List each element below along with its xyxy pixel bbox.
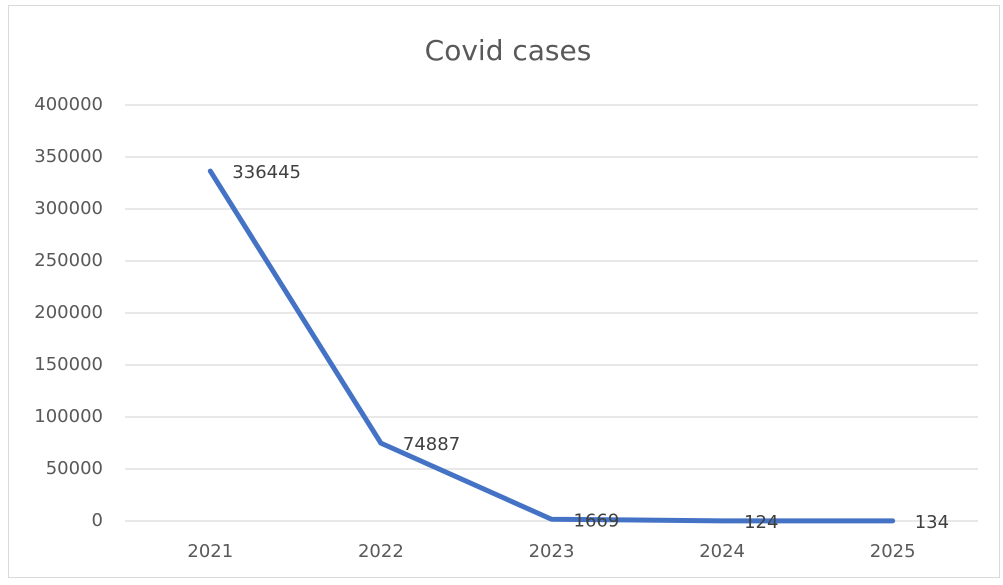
y-tick-label: 0 (92, 510, 103, 531)
y-tick-label: 50000 (46, 458, 103, 479)
y-tick-label: 300000 (34, 198, 103, 219)
y-tick-label: 200000 (34, 302, 103, 323)
data-label: 74887 (403, 434, 460, 455)
x-tick-label: 2025 (870, 541, 916, 562)
data-line (207, 168, 896, 524)
x-tick-label: 2023 (529, 541, 575, 562)
y-tick-label: 150000 (34, 354, 103, 375)
y-tick-label: 400000 (34, 94, 103, 115)
x-tick-label: 2022 (358, 541, 404, 562)
data-label: 134 (915, 512, 949, 533)
x-tick-label: 2021 (187, 541, 233, 562)
chart-title: Covid cases (425, 34, 592, 67)
chart-border (8, 5, 1000, 578)
y-tick-label: 350000 (34, 146, 103, 167)
data-label: 336445 (232, 162, 301, 183)
y-tick-label: 250000 (34, 250, 103, 271)
x-tick-label: 2024 (699, 541, 745, 562)
y-tick-label: 100000 (34, 406, 103, 427)
data-label: 1669 (574, 510, 620, 531)
data-label: 124 (744, 512, 778, 533)
